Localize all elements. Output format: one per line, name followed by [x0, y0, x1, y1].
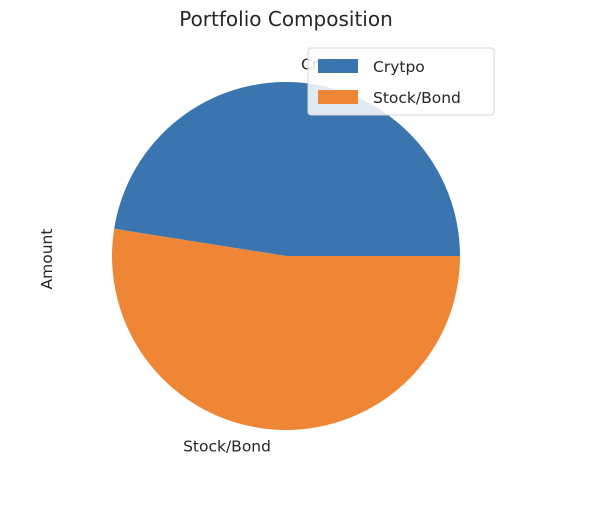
- chart-title: Portfolio Composition: [179, 7, 393, 31]
- y-axis-label: Amount: [38, 229, 56, 290]
- pie-slice-crytpo: [114, 82, 461, 256]
- legend-swatch-stock-bond: [318, 90, 358, 104]
- legend-entries: Crytpo Stock/Bond: [318, 58, 461, 107]
- legend: Crytpo Stock/Bond: [307, 47, 495, 116]
- pie-label-stock-bond: Stock/Bond: [183, 437, 271, 455]
- legend-swatch-crytpo: [318, 59, 358, 73]
- pie-slice-stock-bond: [111, 228, 460, 431]
- pie-slices: [111, 82, 461, 431]
- legend-label-stock-bond: Stock/Bond: [373, 89, 461, 107]
- legend-label-crytpo: Crytpo: [373, 58, 425, 76]
